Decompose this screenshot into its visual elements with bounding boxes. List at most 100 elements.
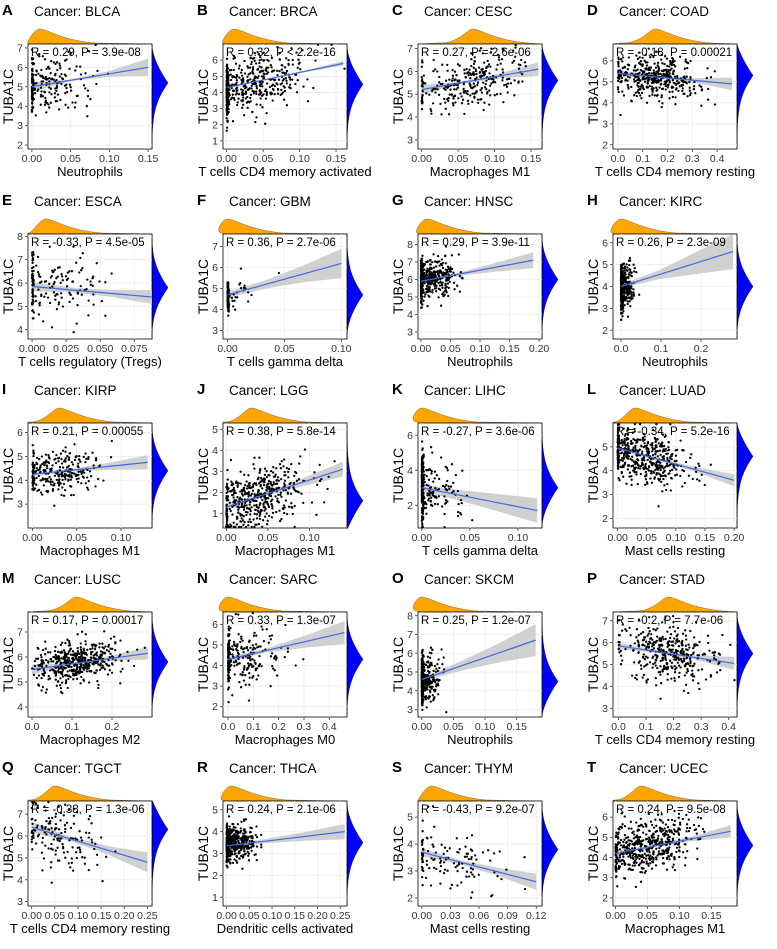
data-point [56, 93, 60, 96]
y-tick-label: 3 [212, 103, 218, 115]
y-tick-label: 5 [407, 292, 413, 304]
data-point [681, 89, 684, 93]
data-point [688, 89, 691, 92]
data-point [626, 266, 629, 269]
data-point [457, 253, 461, 256]
data-point [512, 49, 515, 52]
x-tick-label: 0.00 [411, 343, 432, 355]
data-point [437, 287, 441, 290]
data-point [645, 474, 648, 477]
data-point [663, 68, 667, 72]
data-point [237, 93, 241, 96]
data-point [32, 480, 35, 483]
data-point [667, 472, 670, 476]
data-point [244, 92, 247, 96]
data-point [50, 483, 53, 486]
data-point [617, 57, 620, 61]
data-point [293, 525, 296, 529]
data-point [255, 85, 258, 88]
data-point [480, 97, 483, 101]
data-point [664, 88, 667, 91]
regression-line [226, 62, 344, 89]
data-point [253, 482, 256, 485]
data-point [66, 271, 70, 274]
data-point [239, 267, 243, 270]
data-point [276, 497, 279, 500]
data-point [277, 493, 280, 496]
data-point [421, 101, 424, 104]
data-point [59, 98, 62, 102]
data-point [434, 487, 437, 490]
data-point [640, 97, 643, 100]
data-point [420, 96, 424, 99]
data-point [672, 69, 676, 72]
data-point [661, 450, 665, 453]
data-point [68, 452, 71, 455]
data-point [291, 78, 294, 81]
data-point [89, 283, 92, 286]
data-point [109, 652, 112, 655]
data-point [32, 269, 35, 273]
data-point [450, 254, 454, 257]
data-point [630, 275, 633, 278]
data-point [55, 61, 59, 64]
data-point [683, 77, 687, 80]
data-point [69, 89, 73, 92]
data-point [436, 502, 439, 506]
data-point [243, 59, 246, 63]
data-point [70, 270, 74, 273]
data-point [231, 75, 234, 78]
data-point [485, 88, 488, 91]
x-tick-label: 0.05 [440, 343, 461, 355]
data-point [45, 78, 48, 81]
data-point [282, 465, 285, 468]
data-point [459, 498, 463, 502]
stats-annotation: R = -0.27, P = 3.6e-06 [421, 426, 535, 438]
data-point [31, 256, 35, 260]
data-point [109, 456, 113, 459]
data-point [650, 463, 654, 467]
data-point [641, 457, 644, 460]
data-point [423, 263, 426, 266]
data-point [89, 280, 92, 283]
y-tick-label: 7 [17, 627, 23, 639]
data-point [436, 261, 439, 264]
data-point [227, 287, 230, 290]
data-point [48, 245, 51, 248]
data-point [260, 66, 263, 69]
x-axis-label: Macrophages M1 [40, 543, 140, 558]
data-point [452, 281, 456, 284]
data-point [280, 64, 283, 67]
data-point [430, 109, 433, 113]
data-point [625, 269, 628, 272]
x-axis-label: T cells CD4 memory resting [595, 164, 755, 179]
data-point [466, 89, 469, 93]
data-point [484, 82, 487, 86]
data-point [60, 73, 63, 76]
data-point [52, 291, 56, 294]
data-point [273, 69, 276, 72]
data-point [278, 58, 282, 61]
data-point [635, 75, 639, 78]
data-point [87, 681, 91, 684]
data-point [632, 437, 635, 441]
data-point [466, 92, 469, 96]
data-point [624, 279, 627, 282]
data-point [80, 269, 83, 272]
data-point [275, 479, 278, 482]
data-point [75, 322, 78, 325]
data-point [95, 262, 98, 265]
data-point [241, 106, 244, 109]
data-point [617, 62, 620, 66]
data-point [660, 94, 663, 97]
right-density [151, 611, 169, 718]
y-tick-label: 6 [212, 262, 218, 274]
data-point [243, 284, 246, 287]
data-point [285, 466, 289, 470]
data-point [58, 75, 61, 78]
data-point [43, 463, 46, 467]
data-point [435, 286, 438, 290]
data-point [87, 457, 90, 461]
data-point [43, 90, 46, 93]
